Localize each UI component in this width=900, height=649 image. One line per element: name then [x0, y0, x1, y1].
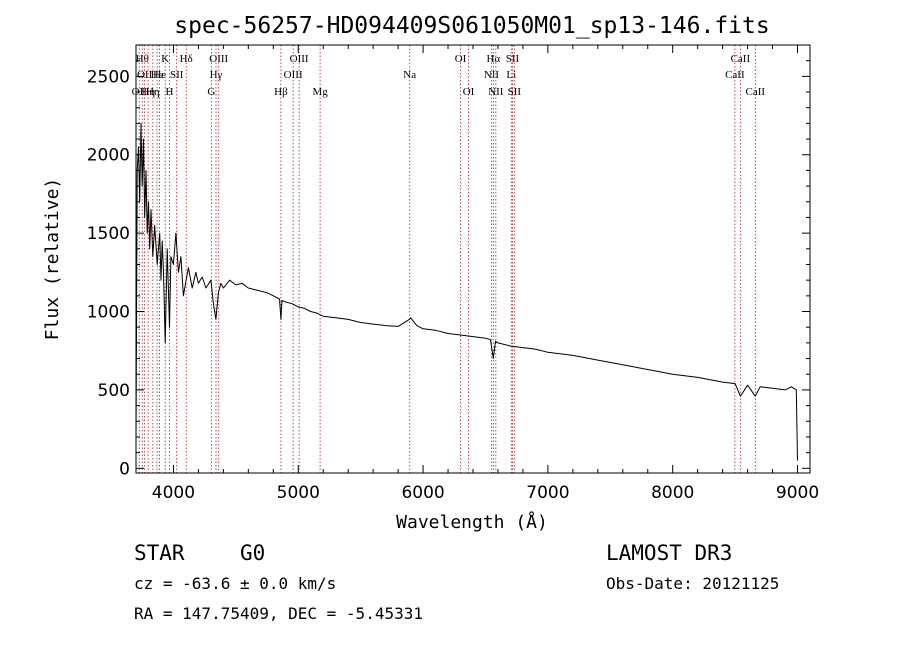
y-tick-label-0: 0: [119, 459, 130, 479]
line-label-21: NII: [484, 69, 500, 81]
line-label-13: OIII: [209, 53, 228, 65]
line-label-10: Hδ: [180, 53, 193, 65]
line-label-25: SII: [506, 53, 520, 65]
line-label-27: CaII: [725, 69, 745, 81]
x-tick-label-3: 7000: [526, 483, 569, 503]
y-tick-label-4: 2000: [87, 146, 130, 166]
line-label-19: OI: [455, 53, 467, 65]
redshift-text: cz = -63.6 ± 0.0 km/s: [134, 574, 336, 593]
y-tick-label-5: 2500: [87, 67, 130, 87]
line-label-4: Hη: [146, 86, 160, 98]
y-tick-label-3: 1500: [87, 224, 130, 244]
x-tick-label-2: 6000: [401, 483, 444, 503]
x-tick-label-4: 8000: [651, 483, 694, 503]
line-label-5: He: [151, 69, 164, 81]
obs-date-text: Obs-Date: 20121125: [606, 574, 779, 593]
subclass-label: G0: [240, 541, 265, 565]
line-label-28: CaII: [731, 53, 751, 65]
survey-label: LAMOST DR3: [606, 541, 732, 565]
x-tick-label-1: 5000: [277, 483, 320, 503]
line-label-20: OI: [463, 86, 475, 98]
line-label-8: H: [165, 86, 173, 98]
line-label-12: Hγ: [210, 69, 223, 81]
line-label-11: G: [207, 86, 215, 98]
line-label-17: Mg: [312, 86, 328, 98]
line-label-1: Hθ: [136, 53, 149, 65]
line-label-29: CaII: [746, 86, 766, 98]
line-label-7: K: [161, 53, 169, 65]
line-label-14: Hβ: [274, 86, 288, 98]
line-label-18: Na: [403, 69, 416, 81]
series-flux: [135, 122, 798, 461]
axis-ticks: 4000 5000 6000 7000 8000 9000 0 500 1000 1500 2000…: [87, 45, 819, 503]
line-label-2: OII: [137, 69, 153, 81]
class-label: STAR: [134, 541, 185, 565]
line-label-15: OIII: [284, 69, 303, 81]
series-layer: [135, 122, 798, 461]
radec-text: RA = 147.75409, DEC = -5.45331: [134, 604, 423, 623]
y-axis-label: Flux (relative): [42, 178, 63, 341]
line-label-24: Li: [506, 69, 516, 81]
line-label-6: He: [153, 69, 166, 81]
x-tick-label-0: 4000: [152, 483, 195, 503]
y-tick-label-1: 500: [98, 381, 130, 401]
line-label-16: OIII: [290, 53, 309, 65]
plot-frame: [135, 44, 811, 474]
line-label-9: SII: [170, 69, 184, 81]
line-label-23: NII: [488, 86, 504, 98]
line-label-3: Hη: [141, 86, 155, 98]
x-tick-label-5: 9000: [776, 483, 819, 503]
line-label-22: Hα: [486, 53, 500, 65]
line-markers: OIIHθOIIHηHηHeHeKHSIIHδGHγOIIIHβOIIIOIII…: [132, 45, 766, 473]
x-axis-label: Wavelength (Å): [396, 511, 548, 533]
chart-title: spec-56257-HD094409S061050M01_sp13-146.f…: [174, 13, 769, 39]
y-tick-label-2: 1000: [87, 303, 130, 323]
line-label-26: SII: [508, 86, 522, 98]
